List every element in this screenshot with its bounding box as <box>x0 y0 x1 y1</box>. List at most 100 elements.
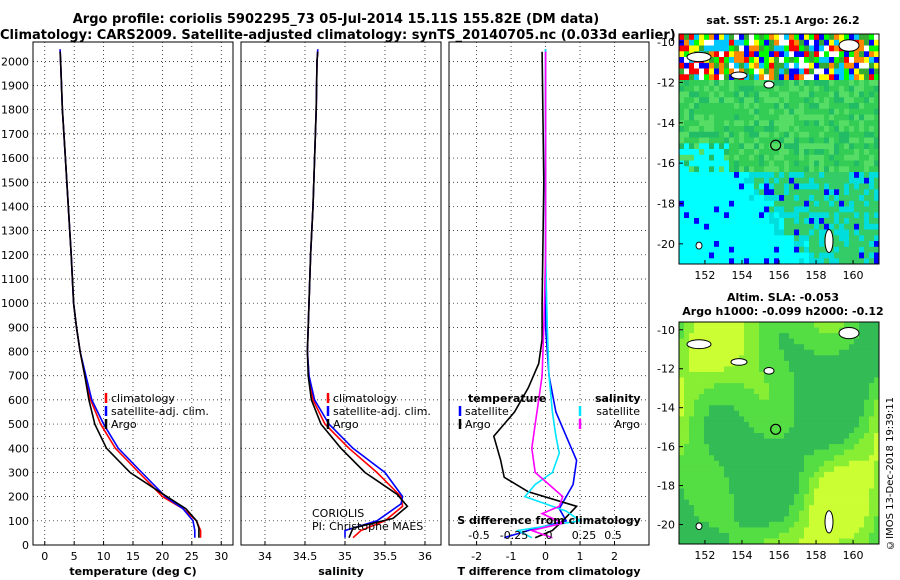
map-cell <box>744 34 750 41</box>
map-cell <box>709 183 715 190</box>
map-cell <box>804 338 810 345</box>
map-cell <box>799 532 805 539</box>
map-cell <box>694 160 700 167</box>
map-cell <box>694 195 700 202</box>
map-cell <box>699 421 705 428</box>
map-cell <box>704 438 710 445</box>
map-cell <box>749 80 755 87</box>
map-cell <box>824 131 830 138</box>
depth-tick-label: 1200 <box>1 249 29 262</box>
map-cell <box>709 258 715 265</box>
map-cell <box>849 532 855 539</box>
map-cell <box>764 229 770 236</box>
map-cell <box>854 360 860 367</box>
map-cell <box>689 195 695 202</box>
map-cell <box>724 449 730 456</box>
map-cell <box>854 322 860 328</box>
map-cell <box>689 444 695 451</box>
map-cell <box>859 394 865 401</box>
map-cell <box>739 131 745 138</box>
map-cell <box>724 377 730 384</box>
map-cell <box>874 177 880 184</box>
map-cell <box>864 421 870 428</box>
map-cell <box>729 97 735 104</box>
map-cell <box>854 195 860 202</box>
map-cell <box>789 366 795 373</box>
map-cell <box>724 68 730 75</box>
map-cell <box>804 51 810 58</box>
map-cell <box>779 212 785 219</box>
map-cell <box>859 200 865 207</box>
map-cell <box>869 85 875 92</box>
map-cell <box>839 74 845 81</box>
map-cell <box>779 405 785 412</box>
map-cell <box>814 532 820 539</box>
map-cell <box>719 200 725 207</box>
map-cell <box>764 235 770 242</box>
map-cell <box>759 91 765 98</box>
map-cell <box>734 383 740 390</box>
map-cell <box>729 45 735 52</box>
map-cell <box>779 183 785 190</box>
map-cell <box>724 510 730 517</box>
map-cell <box>744 510 750 517</box>
map-cell <box>724 51 730 58</box>
map-cell <box>754 433 760 439</box>
map-cell <box>739 120 745 127</box>
map-cell <box>709 154 715 161</box>
map-cell <box>774 388 780 395</box>
map-cell <box>679 388 685 395</box>
map-cell <box>854 212 860 219</box>
map-lon-label: 154 <box>731 269 752 282</box>
map-cell <box>764 521 770 528</box>
map-cell <box>809 120 815 127</box>
map-cell <box>809 195 815 202</box>
map-cell <box>774 160 780 167</box>
map-cell <box>774 74 780 81</box>
map-cell <box>679 183 685 190</box>
map-cell <box>729 488 735 495</box>
map-cell <box>804 510 810 517</box>
map-cell <box>719 126 725 133</box>
map-cell <box>839 57 845 64</box>
map-cell <box>819 235 825 242</box>
map-cell <box>764 482 770 489</box>
map-cell <box>709 114 715 121</box>
map-cell <box>794 421 800 428</box>
map-cell <box>839 377 845 384</box>
map-cell <box>849 120 855 127</box>
map-cell <box>749 532 755 539</box>
map-cell <box>839 177 845 184</box>
map-cell <box>824 460 830 467</box>
depth-tick-label: 300 <box>8 466 29 479</box>
map-cell <box>839 229 845 236</box>
map-cell <box>789 206 795 213</box>
map-cell <box>839 120 845 127</box>
map-cell <box>854 80 860 87</box>
map-cell <box>714 172 720 179</box>
map-cell <box>764 34 770 41</box>
map-cell <box>779 510 785 517</box>
map-cell <box>769 235 775 242</box>
map-cell <box>699 103 705 110</box>
map-cell <box>784 246 790 253</box>
map-cell <box>784 477 790 484</box>
map-cell <box>744 177 750 184</box>
map-cell <box>754 477 760 484</box>
map-cell <box>829 388 835 395</box>
map-cell <box>834 154 840 161</box>
map-cell <box>759 433 765 439</box>
map-cell <box>859 499 865 506</box>
map-cell <box>704 416 710 423</box>
map-cell <box>764 183 770 190</box>
map-cell <box>849 85 855 92</box>
map-cell <box>789 68 795 75</box>
map-cell <box>819 532 825 539</box>
map-cell <box>704 45 710 52</box>
map-cell <box>774 482 780 489</box>
map-cell <box>829 91 835 98</box>
map-cell <box>779 477 785 484</box>
map-cell <box>714 229 720 236</box>
x-tick-label: 15 <box>126 550 140 563</box>
map-cell <box>834 45 840 52</box>
